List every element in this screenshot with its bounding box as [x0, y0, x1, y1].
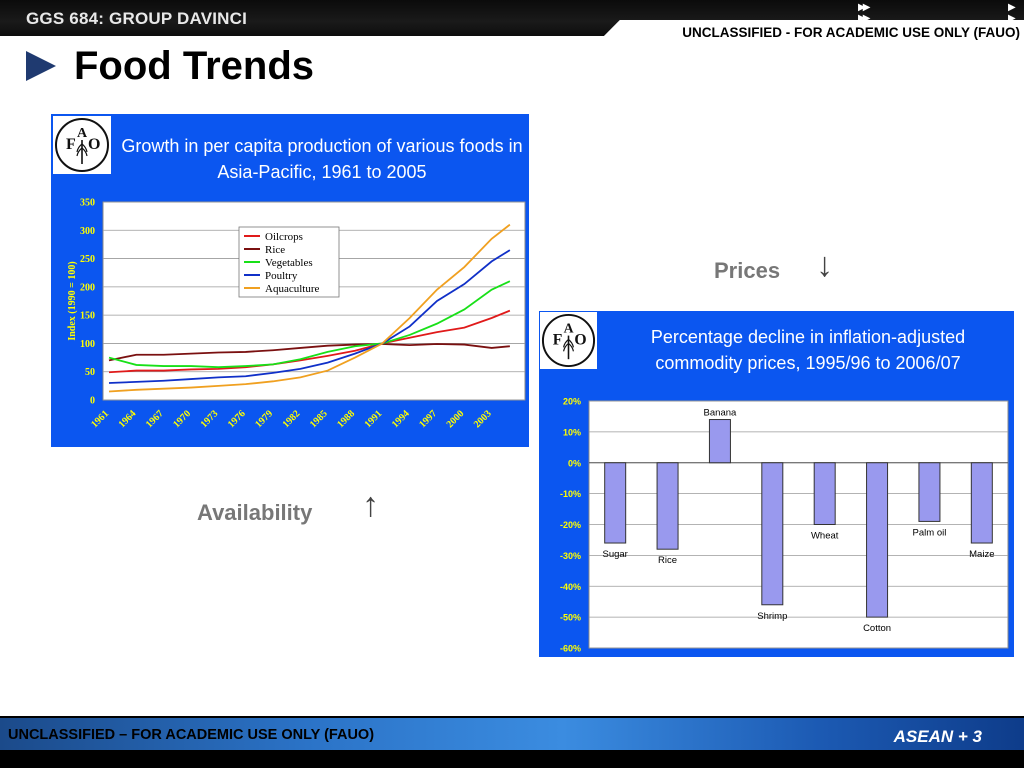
line-y-tick-label: 150 — [80, 311, 95, 322]
classification-top: UNCLASSIFIED - FOR ACADEMIC USE ONLY (FA… — [682, 25, 1020, 40]
line-y-tick-label: 200 — [80, 282, 95, 293]
bar-rice — [656, 462, 679, 550]
availability-label: Availability — [197, 500, 313, 525]
bar-y-tick-label: -20% — [560, 520, 581, 530]
bar-sugar — [604, 462, 627, 544]
legend-label: Oilcrops — [265, 231, 303, 243]
line-y-tick-label: 350 — [80, 198, 95, 209]
asean-label: ASEAN + 3 — [893, 727, 982, 746]
line-x-tick-label: 1979 — [253, 408, 275, 430]
bar-y-tick-label: -50% — [560, 613, 581, 623]
fao-logo-icon: F A O — [541, 313, 596, 368]
line-x-tick-label: 1994 — [390, 408, 412, 430]
line-x-tick-label: 2003 — [472, 408, 494, 430]
top-arrows-icon: ▶▶ ▶▶ — [858, 2, 871, 24]
bar-y-tick-label: 0% — [568, 458, 581, 468]
slide-title: Food Trends — [26, 44, 314, 89]
line-y-tick-label: 300 — [80, 226, 95, 237]
bar-category-label: Banana — [704, 408, 737, 419]
line-x-tick-label: 1973 — [199, 408, 221, 430]
bar-y-tick-label: 20% — [563, 397, 581, 407]
prices-label: Prices — [714, 258, 781, 283]
logo-letter-f: F — [553, 331, 563, 348]
legend-label: Vegetables — [265, 257, 313, 269]
classification-banner — [594, 20, 1024, 46]
play-arrow-icon — [26, 51, 56, 81]
series-line-vegetables — [108, 280, 511, 369]
logo-letter-o: O — [574, 331, 586, 348]
bar-maize — [970, 462, 993, 544]
classification-bottom: UNCLASSIFIED – FOR ACADEMIC USE ONLY (FA… — [8, 727, 375, 743]
line-x-tick-label: 1985 — [308, 408, 330, 430]
bar-category-label: Wheat — [811, 531, 839, 542]
bar-y-tick-label: -40% — [560, 582, 581, 592]
line-x-tick-label: 1976 — [226, 408, 248, 430]
line-chart-title: Growth in per capita production of vario… — [121, 136, 523, 182]
line-x-tick-label: 1997 — [417, 408, 439, 430]
bar-category-label: Rice — [658, 555, 677, 566]
line-x-tick-label: 1961 — [89, 408, 111, 430]
line-x-tick-label: 1988 — [335, 408, 357, 430]
bar-category-label: Maize — [969, 549, 994, 560]
series-line-rice — [108, 343, 510, 362]
legend-label: Rice — [265, 244, 285, 256]
line-y-tick-label: 0 — [90, 396, 95, 407]
bar-y-tick-label: -10% — [560, 489, 581, 499]
bar-palm-oil — [918, 462, 941, 522]
bar-category-label: Cotton — [863, 623, 891, 634]
line-x-tick-label: 1982 — [281, 408, 303, 430]
bar-shrimp — [761, 462, 784, 606]
up-arrow-icon: ↑ — [362, 486, 379, 524]
bar-category-label: Shrimp — [757, 611, 787, 622]
line-x-tick-label: 1970 — [171, 408, 193, 430]
legend-label: Aquaculture — [265, 283, 319, 295]
line-y-tick-label: 50 — [85, 367, 95, 378]
bar-category-label: Sugar — [603, 549, 628, 560]
line-chart-panel: F A O Growth in per capita production of… — [51, 114, 529, 447]
slide-title-text: Food Trends — [74, 44, 314, 88]
bar-cotton — [866, 462, 889, 618]
footer-strip — [0, 718, 1024, 750]
line-x-tick-label: 1964 — [117, 408, 139, 430]
bar-wheat — [813, 462, 836, 525]
logo-letter-a: A — [77, 126, 88, 141]
down-arrow-icon: ↓ — [816, 246, 833, 284]
series-line-poultry — [108, 249, 511, 384]
fao-logo-2: F A O — [540, 312, 597, 369]
legend-label: Poultry — [265, 270, 298, 282]
bar-category-label: Palm oil — [913, 527, 947, 538]
line-chart: 0 50 100 150 200 250 300 350 1961 1964 1967 1970 19… — [67, 198, 526, 430]
logo-letter-a: A — [564, 321, 574, 336]
bar-y-tick-label: -60% — [560, 644, 581, 654]
bar-chart-title: Percentage decline in inflation-adjusted… — [650, 327, 966, 373]
bar-y-tick-label: 10% — [563, 427, 581, 437]
logo-letter-o: O — [88, 136, 100, 153]
series-line-oilcrops — [108, 309, 511, 374]
series-line-aquaculture — [108, 223, 511, 393]
line-x-tick-label: 1967 — [144, 408, 166, 430]
logo-letter-f: F — [66, 136, 76, 153]
bar-y-tick-label: -30% — [560, 551, 581, 561]
fao-logo: F A O — [53, 116, 111, 174]
line-x-tick-label: 1991 — [363, 408, 385, 430]
line-x-tick-label: 2000 — [445, 408, 467, 430]
course-title: GGS 684: GROUP DAVINCI — [26, 9, 248, 28]
bar-banana — [708, 419, 731, 464]
fao-logo-icon: F A O — [55, 118, 109, 172]
corner-arrow-icon: ▶ ▶ — [1008, 2, 1016, 24]
line-y-tick-label: 100 — [80, 339, 95, 350]
bar-chart: 20% 10% 0% -10% -20% -30% -40% -50% -60% Sugar Ri… — [560, 397, 1009, 654]
line-y-tick-label: 250 — [80, 254, 95, 265]
line-y-axis-label: Index (1990 = 100) — [67, 261, 78, 340]
bar-chart-panel: F A O Percentage decline in inflation-ad… — [539, 311, 1014, 657]
